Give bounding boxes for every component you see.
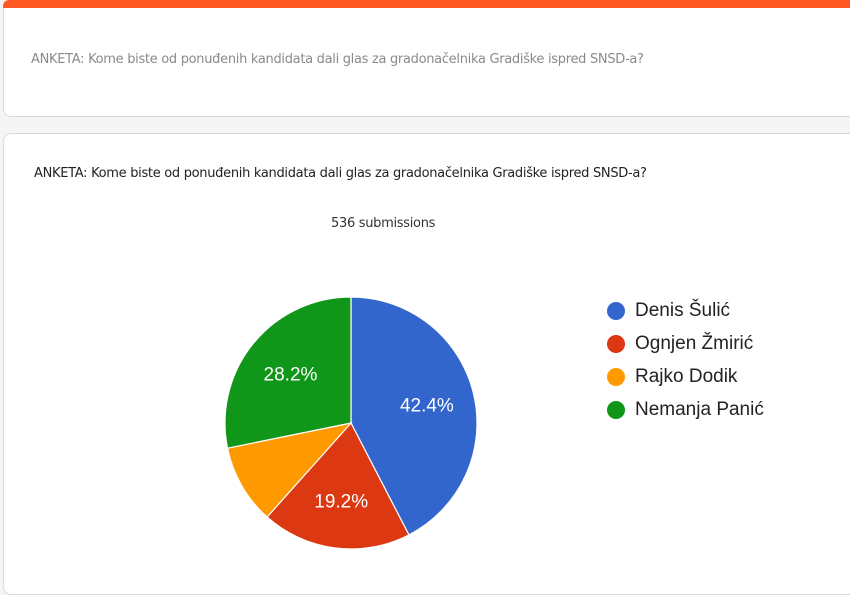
legend-label: Rajko Dodik <box>635 365 738 387</box>
chart-legend: Denis Šulić Ognjen Žmirić Rajko Dodik Ne… <box>607 294 764 426</box>
pie-chart: 42.4% 19.2% 28.2% <box>224 296 478 550</box>
pie-slice <box>224 296 352 449</box>
legend-dot-icon <box>607 334 625 353</box>
submission-count: 536 submissions <box>331 216 436 231</box>
legend-dot-icon <box>607 400 625 419</box>
legend-item: Denis Šulić <box>607 294 764 327</box>
pie-slice <box>350 296 478 536</box>
legend-dot-icon <box>607 301 625 320</box>
legend-dot-icon <box>607 367 625 386</box>
pie-slice <box>266 421 410 550</box>
legend-item: Ognjen Žmirić <box>607 327 764 360</box>
slice-label: 19.2% <box>314 492 368 513</box>
poll-header-card <box>3 8 850 117</box>
pie-slice <box>226 422 353 518</box>
legend-label: Denis Šulić <box>635 299 731 321</box>
legend-label: Nemanja Panić <box>635 398 764 420</box>
slice-label: 28.2% <box>264 365 318 386</box>
poll-question-header: ANKETA: Kome biste od ponuđenih kandidat… <box>31 52 644 67</box>
legend-item: Nemanja Panić <box>607 393 764 426</box>
legend-label: Ognjen Žmirić <box>635 332 754 354</box>
legend-item: Rajko Dodik <box>607 360 764 393</box>
poll-question: ANKETA: Kome biste od ponuđenih kandidat… <box>34 166 647 181</box>
slice-label: 42.4% <box>400 396 454 417</box>
